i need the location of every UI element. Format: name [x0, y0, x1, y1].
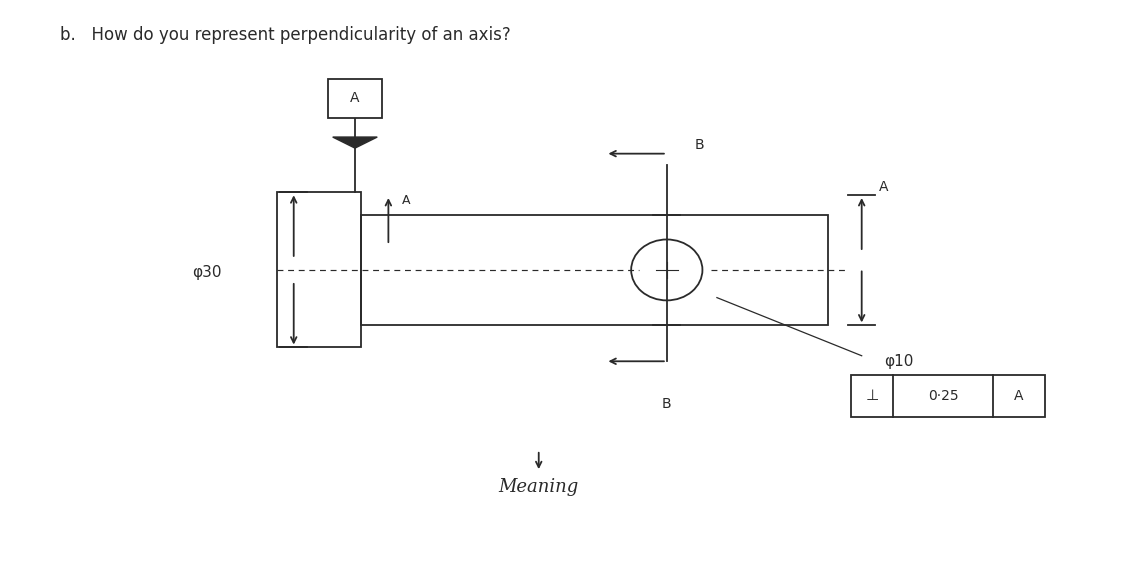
- Text: B: B: [662, 397, 672, 411]
- Text: B: B: [695, 138, 705, 152]
- Text: b.   How do you represent perpendicularity of an axis?: b. How do you represent perpendicularity…: [59, 26, 511, 44]
- Text: ⊥: ⊥: [865, 388, 879, 404]
- Bar: [850, 375, 1046, 416]
- Bar: [277, 192, 360, 347]
- Bar: [360, 215, 828, 325]
- Text: 0·25: 0·25: [928, 389, 958, 403]
- Bar: [329, 79, 381, 117]
- Text: A: A: [402, 194, 411, 207]
- Text: A: A: [879, 180, 888, 194]
- Text: φ30: φ30: [192, 265, 221, 280]
- Text: Meaning: Meaning: [498, 478, 579, 496]
- Text: φ10: φ10: [884, 354, 913, 369]
- Text: A: A: [350, 91, 360, 105]
- Text: A: A: [1014, 389, 1024, 403]
- Polygon shape: [333, 137, 377, 148]
